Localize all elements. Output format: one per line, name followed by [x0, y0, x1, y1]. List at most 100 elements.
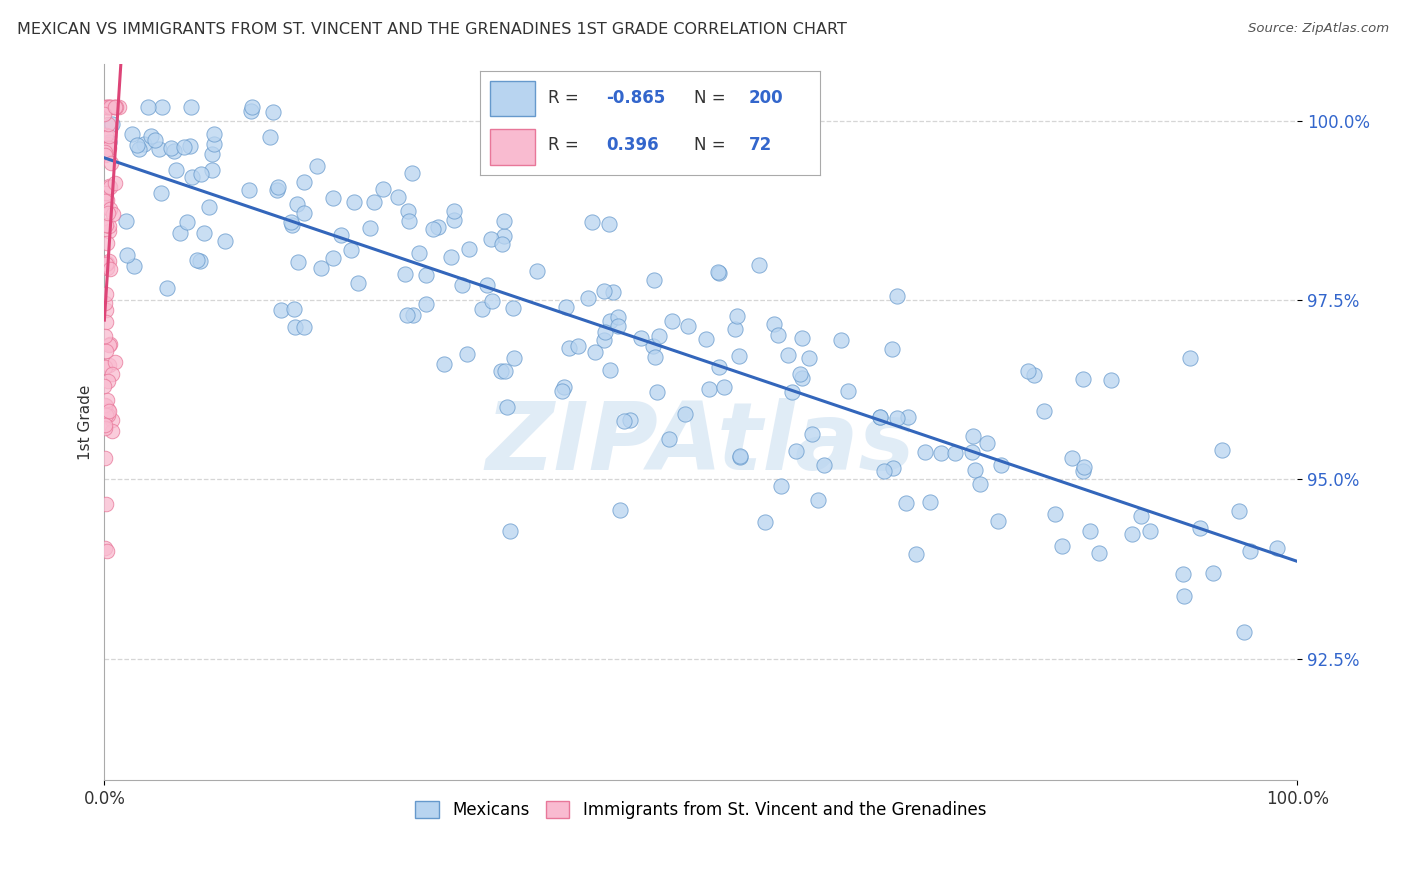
- Point: [267, 180, 290, 194]
- Point: [914, 444, 936, 458]
- Point: [790, 371, 813, 385]
- Point: [104, 100, 127, 114]
- Point: [1060, 451, 1083, 466]
- Point: [104, 100, 127, 114]
- Point: [695, 332, 717, 346]
- Point: [962, 429, 984, 443]
- Point: [98, 129, 121, 144]
- Point: [239, 103, 262, 118]
- Point: [707, 265, 730, 279]
- Point: [96, 303, 118, 318]
- Point: [100, 117, 122, 131]
- Point: [398, 214, 420, 228]
- Point: [94, 417, 117, 432]
- Point: [1045, 507, 1067, 521]
- Point: [98, 100, 121, 114]
- Text: MEXICAN VS IMMIGRANTS FROM ST. VINCENT AND THE GRENADINES 1ST GRADE CORRELATION : MEXICAN VS IMMIGRANTS FROM ST. VINCENT A…: [17, 22, 846, 37]
- Point: [202, 127, 225, 141]
- Point: [97, 100, 120, 114]
- Point: [347, 276, 370, 290]
- Point: [433, 357, 456, 371]
- Point: [593, 325, 616, 339]
- Point: [896, 496, 918, 510]
- Point: [920, 495, 942, 509]
- Point: [396, 308, 419, 322]
- Point: [152, 100, 174, 114]
- Point: [645, 384, 668, 399]
- Point: [415, 268, 437, 283]
- Point: [94, 420, 117, 434]
- Point: [284, 320, 307, 334]
- Point: [169, 226, 191, 240]
- Point: [98, 337, 121, 351]
- Point: [103, 355, 125, 369]
- Point: [502, 301, 524, 315]
- Point: [97, 403, 120, 417]
- Point: [807, 492, 830, 507]
- Point: [1239, 544, 1261, 558]
- Point: [100, 155, 122, 169]
- Point: [499, 524, 522, 539]
- Point: [443, 213, 465, 227]
- Point: [94, 145, 117, 159]
- Point: [727, 349, 749, 363]
- Point: [1073, 459, 1095, 474]
- Point: [96, 257, 118, 271]
- Point: [202, 136, 225, 151]
- Point: [1099, 373, 1122, 387]
- Point: [104, 100, 127, 114]
- Point: [402, 308, 425, 322]
- Point: [180, 100, 202, 114]
- Point: [238, 183, 260, 197]
- Point: [1121, 527, 1143, 541]
- Point: [292, 320, 315, 334]
- Point: [1129, 508, 1152, 523]
- Point: [270, 302, 292, 317]
- Point: [201, 163, 224, 178]
- Point: [100, 424, 122, 438]
- Point: [526, 264, 548, 278]
- Point: [479, 232, 502, 246]
- Point: [943, 446, 966, 460]
- Point: [699, 382, 721, 396]
- Point: [897, 410, 920, 425]
- Point: [789, 367, 811, 381]
- Point: [98, 219, 121, 233]
- Point: [96, 543, 118, 558]
- Point: [553, 379, 575, 393]
- Point: [94, 100, 117, 114]
- Point: [96, 140, 118, 154]
- Point: [96, 128, 118, 143]
- Text: ZIPAtlas: ZIPAtlas: [486, 398, 915, 490]
- Point: [785, 443, 807, 458]
- Point: [94, 296, 117, 310]
- Point: [103, 207, 125, 221]
- Point: [98, 338, 121, 352]
- Point: [456, 347, 478, 361]
- Point: [724, 322, 747, 336]
- Point: [1211, 442, 1233, 457]
- Point: [193, 226, 215, 240]
- Point: [115, 248, 138, 262]
- Point: [96, 235, 118, 250]
- Point: [780, 384, 803, 399]
- Point: [965, 463, 987, 477]
- Point: [98, 202, 121, 217]
- Point: [97, 404, 120, 418]
- Point: [165, 162, 187, 177]
- Point: [471, 301, 494, 316]
- Point: [240, 100, 263, 114]
- Point: [1017, 364, 1039, 378]
- Point: [1078, 524, 1101, 539]
- Point: [128, 142, 150, 156]
- Point: [94, 200, 117, 214]
- Point: [905, 547, 928, 561]
- Point: [551, 384, 574, 398]
- Point: [592, 284, 614, 298]
- Point: [287, 255, 309, 269]
- Point: [598, 217, 620, 231]
- Point: [457, 243, 479, 257]
- Point: [776, 347, 799, 361]
- Point: [567, 339, 589, 353]
- Point: [1033, 404, 1056, 418]
